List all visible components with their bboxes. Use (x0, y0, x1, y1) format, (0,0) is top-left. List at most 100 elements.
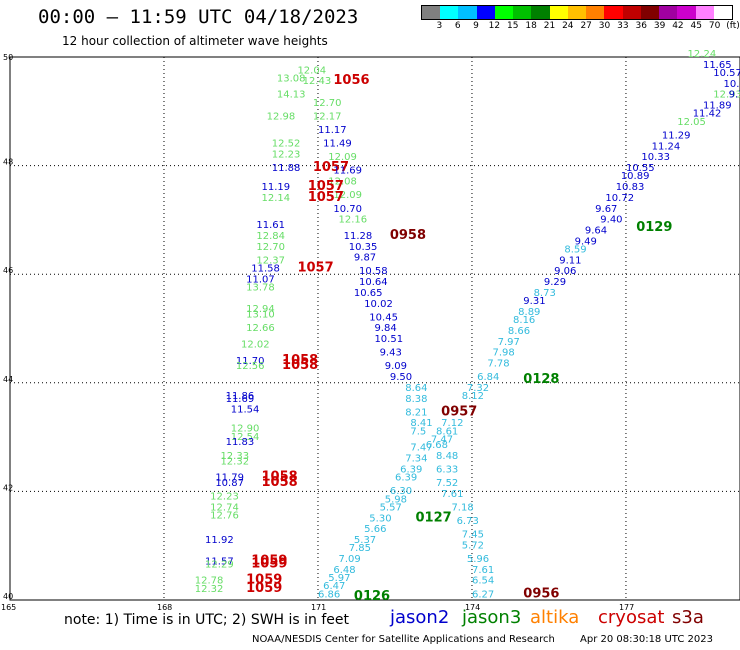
wave-height-label: 11.86 (226, 391, 255, 402)
wave-height-label: 10.33 (641, 152, 670, 163)
wave-height-label: 8.41 (410, 418, 432, 429)
wave-height-label: 12.76 (210, 511, 239, 522)
wave-height-label: 8.89 (518, 307, 540, 318)
wave-height-label: 11.07 (246, 274, 275, 285)
wave-height-label: 9.74 (729, 90, 740, 101)
wave-height-label: 6.33 (436, 464, 458, 475)
wave-height-label: 12.14 (262, 193, 291, 204)
legend-label: 42 (672, 21, 684, 31)
wave-height-label: 12.66 (246, 323, 275, 334)
wave-height-label: 7.85 (349, 543, 371, 554)
wave-height-label: 7.61 (441, 489, 463, 500)
wave-height-label: 8.21 (405, 407, 427, 418)
legend-swatch (476, 6, 495, 19)
wave-height-label: 8.16 (513, 315, 535, 326)
footer-credit: NOAA/NESDIS Center for Satellite Applica… (252, 634, 555, 645)
wave-height-label: 5.98 (385, 494, 407, 505)
color-legend-labels: 3 6 9 12 15 18 21 24 27 30 33 36 39 42 45 70 (ft) (421, 21, 739, 33)
legend-label: 36 (635, 21, 647, 31)
page-title: 00:00 – 11:59 UTC 04/18/2023 (38, 6, 359, 28)
wave-height-label: 9.64 (585, 225, 607, 236)
wave-height-label: 7.47 (431, 435, 453, 446)
wave-height-label: 12.90 (231, 424, 260, 435)
legend-label: 6 (454, 21, 461, 31)
wave-height-label: 13.10 (246, 310, 275, 321)
wave-height-label: 10.02 (364, 299, 393, 310)
legend-swatch (458, 6, 477, 19)
wave-height-label: 13.78 (246, 282, 275, 293)
wave-height-label: 10.70 (333, 204, 362, 215)
pass-time-label: 1057 (313, 160, 349, 175)
wave-height-label: 5.30 (369, 513, 391, 524)
wave-height-label: 7.98 (493, 348, 515, 359)
wave-height-label: 6.47 (323, 581, 345, 592)
wave-height-label: 6.68 (426, 440, 448, 451)
wave-height-label: 14.13 (277, 90, 306, 101)
legend-label: 70 (708, 21, 721, 31)
wave-height-label: 12.02 (241, 340, 270, 351)
legend-swatch (677, 6, 696, 19)
wave-height-label: 12.09 (328, 152, 357, 163)
wave-height-label: 6.39 (400, 464, 422, 475)
legend-label: 33 (617, 21, 629, 31)
lat-tick-label: 44 (3, 375, 13, 384)
legend-swatch (440, 6, 459, 19)
wave-height-label: 12.93 (713, 90, 740, 101)
wave-height-label: 7.52 (436, 478, 458, 489)
wave-height-label: 11.29 (662, 130, 691, 141)
footnote: note: 1) Time is in UTC; 2) SWH is in fe… (64, 612, 350, 628)
wave-height-label: 12.32 (195, 584, 224, 595)
wave-height-label: 11.83 (226, 437, 255, 448)
wave-height-label: 5.37 (354, 535, 376, 546)
wave-height-label: 6.54 (472, 576, 494, 587)
wave-height-label: 11.70 (236, 356, 265, 367)
wave-height-label: 7.78 (487, 359, 509, 370)
legend-swatch (513, 6, 532, 19)
wave-height-label: 10.72 (605, 193, 634, 204)
wave-height-label: 5.57 (380, 502, 402, 513)
lat-tick-label: 42 (3, 483, 13, 492)
wave-height-label: 6.73 (457, 516, 479, 527)
wave-height-label: 8.38 (405, 394, 427, 405)
legend-label: 30 (598, 21, 611, 31)
wave-height-label: 12.74 (210, 502, 239, 513)
wave-height-label: 11.65 (703, 60, 732, 71)
satellite-s3a: s3a (672, 607, 704, 628)
wave-height-label: 9.06 (554, 266, 576, 277)
pass-time-label: 1058 (282, 353, 318, 368)
wave-height-label: 9.87 (354, 253, 376, 264)
wave-height-label: 8.12 (462, 391, 484, 402)
wave-height-label: 12.56 (236, 361, 265, 372)
wave-height-label: 10.64 (359, 277, 388, 288)
wave-height-label: 7.18 (451, 502, 473, 513)
legend-label: (ft) (726, 21, 740, 31)
page-subtitle: 12 hour collection of altimeter wave hei… (62, 34, 328, 48)
wave-height-label: 10.57 (713, 68, 740, 79)
wave-height-label: 7.12 (441, 418, 463, 429)
wave-height-label: 9.11 (559, 255, 581, 266)
wave-height-label: 7.5 (410, 426, 426, 437)
lon-tick-label: 165 (1, 603, 16, 612)
pass-time-label: 0126 (354, 589, 390, 604)
legend-swatch (604, 6, 623, 19)
wave-height-label: 11.69 (226, 394, 255, 405)
wave-height-label: 12.05 (677, 117, 706, 128)
wave-height-label: 11.88 (272, 163, 301, 174)
lat-tick-label: 40 (3, 592, 13, 601)
wave-height-label: 5.96 (467, 554, 489, 565)
lat-tick-label: 50 (3, 53, 13, 62)
wave-height-label: 7.09 (339, 554, 361, 565)
pass-time-label: 0958 (390, 228, 426, 243)
wave-height-label: 11.79 (215, 473, 244, 484)
legend-label: 27 (580, 21, 592, 31)
wave-height-label: 7.32 (467, 383, 489, 394)
wave-height-label: 7.34 (405, 454, 427, 465)
legend-label: 12 (488, 21, 501, 31)
wave-height-label: 9.49 (575, 236, 597, 247)
pass-time-label: 0129 (636, 220, 672, 235)
wave-height-label: 11.19 (262, 182, 291, 193)
wave-height-label: 10.45 (369, 312, 398, 323)
pass-time-label: 1056 (333, 73, 369, 88)
wave-height-label: 12.23 (272, 149, 301, 160)
